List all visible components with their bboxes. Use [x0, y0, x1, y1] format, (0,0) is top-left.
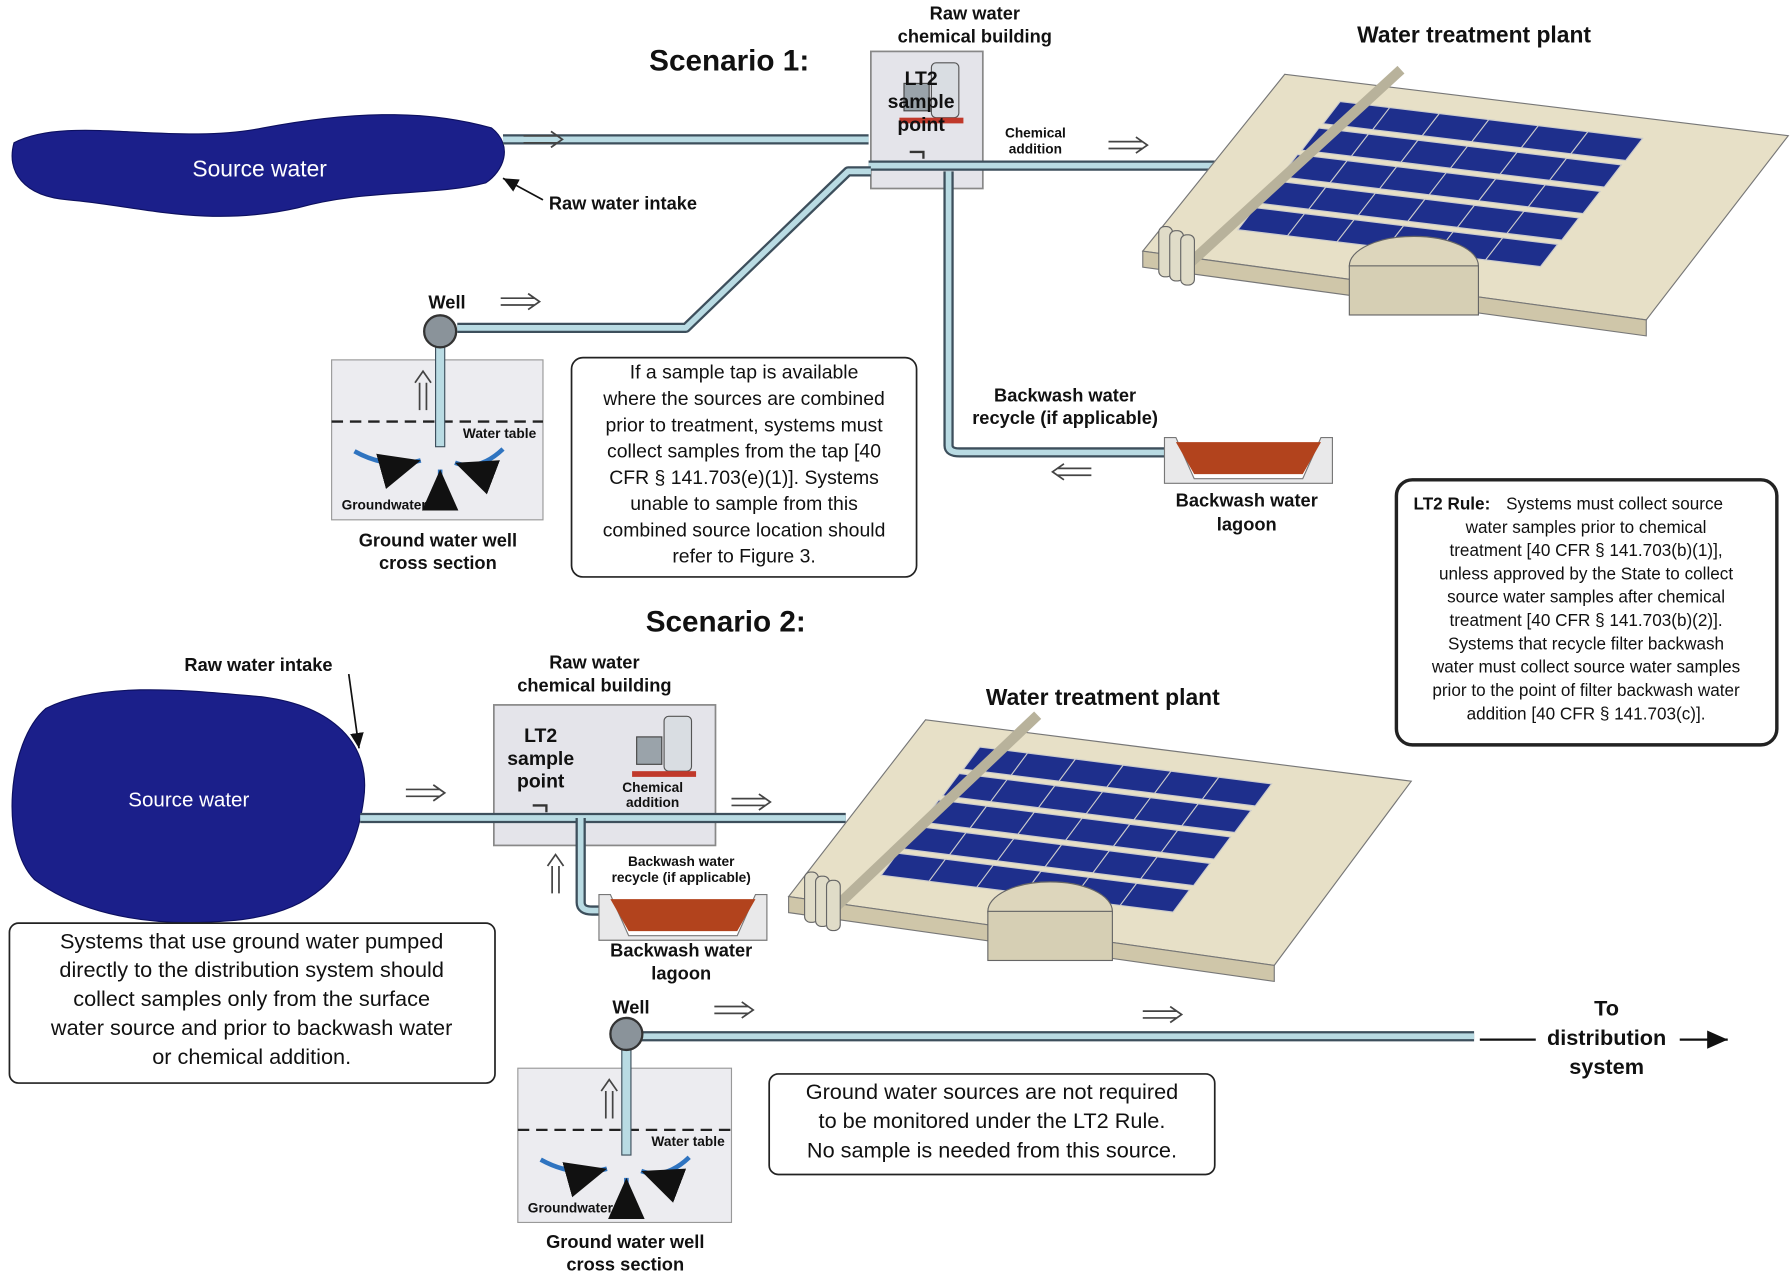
raw-water-intake-label: Raw water intake: [184, 654, 332, 675]
chemical-addition-label: addition: [1009, 141, 1062, 156]
note-text: collect samples from the tap [40: [607, 441, 881, 463]
sample-point-label: LT2: [524, 725, 557, 747]
sample-point-label: sample: [888, 91, 955, 113]
rule-label: LT2 Rule:: [1414, 494, 1491, 514]
clearwell-wall: [988, 911, 1113, 960]
distribution-label: system: [1569, 1054, 1644, 1079]
rule-text: Systems that recycle filter backwash: [1448, 633, 1724, 653]
sample-point-label: sample: [507, 748, 574, 770]
groundwater-label: Groundwater: [528, 1200, 614, 1215]
rule-text: prior to the point of filter backwash wa…: [1432, 680, 1740, 700]
chemical-addition-label: Chemical: [1005, 125, 1066, 140]
note-text: CFR § 141.703(e)(1)]. Systems: [609, 467, 879, 489]
note-text: or chemical addition.: [152, 1044, 351, 1069]
tank: [664, 716, 691, 771]
note-text: where the sources are combined: [602, 388, 885, 410]
sample-point-label: point: [897, 114, 945, 136]
sample-point-label: point: [517, 771, 565, 793]
well-section-label: Ground water well: [359, 529, 517, 550]
backwash-recycle-label: recycle (if applicable): [972, 407, 1158, 428]
chemical-building-label: Raw water: [930, 3, 1020, 24]
lagoon-water: [1176, 442, 1321, 474]
backwash-recycle-label: recycle (if applicable): [612, 870, 751, 885]
groundwater-label: Groundwater: [342, 498, 428, 513]
lagoon-label: Backwash water: [610, 940, 752, 961]
note-text: prior to treatment, systems must: [605, 414, 883, 436]
rule-text: water samples prior to chemical: [1465, 517, 1707, 537]
note-text: collect samples only from the surface: [73, 986, 430, 1011]
rule-text: source water samples after chemical: [1447, 587, 1725, 607]
diagram: Scenario 1: Source water Raw water intake R…: [0, 0, 1792, 1275]
water-table-label: Water table: [651, 1134, 725, 1149]
rule-text: treatment [40 CFR § 141.703(b)(1)],: [1449, 540, 1722, 560]
well-label: Well: [428, 292, 465, 313]
rule-text: treatment [40 CFR § 141.703(b)(2)].: [1449, 610, 1722, 630]
scenario-title: Scenario 2:: [646, 606, 806, 639]
plant-label: Water treatment plant: [1357, 22, 1591, 48]
well-section-label: Ground water well: [546, 1231, 704, 1252]
rule-text: addition [40 CFR § 141.703(c)].: [1467, 703, 1706, 723]
lagoon-label: lagoon: [1217, 513, 1277, 534]
rule-text: unless approved by the State to collect: [1439, 563, 1733, 583]
note-text: unable to sample from this: [630, 493, 858, 515]
rule-text: Systems must collect source: [1506, 494, 1723, 514]
distribution-label: distribution: [1547, 1025, 1666, 1050]
well-section-label: cross section: [379, 552, 497, 573]
pump: [610, 1018, 642, 1050]
note-text: combined source location should: [603, 519, 886, 541]
clearwell-wall: [1349, 266, 1478, 315]
chemical-building-label: chemical building: [898, 26, 1052, 47]
chemical-building-label: Raw water: [549, 652, 639, 673]
well-casing: [622, 1045, 631, 1155]
distribution-label: To: [1594, 996, 1619, 1021]
pump: [424, 315, 456, 347]
scenario-title: Scenario 1:: [649, 45, 809, 78]
backwash-recycle-label: Backwash water: [628, 854, 735, 869]
sample-point-label: LT2: [905, 68, 938, 90]
lagoon-water: [610, 899, 755, 931]
note-text: to be monitored under the LT2 Rule.: [819, 1108, 1166, 1133]
well-label: Well: [612, 997, 649, 1018]
pump-unit: [637, 737, 662, 764]
lagoon-label: lagoon: [651, 962, 711, 983]
note-text: If a sample tap is available: [630, 362, 859, 384]
note-text: Ground water sources are not required: [806, 1079, 1178, 1104]
platform: [632, 771, 696, 777]
source-water-label: Source water: [192, 155, 327, 181]
rule-text: water must collect source water samples: [1431, 657, 1740, 677]
backwash-recycle-label: Backwash water: [994, 384, 1136, 405]
water-table-label: Water table: [463, 426, 537, 441]
raw-water-intake-label: Raw water intake: [549, 192, 697, 213]
chemical-building-label: chemical building: [517, 674, 671, 695]
plant-label: Water treatment plant: [986, 684, 1220, 710]
source-water-label: Source water: [128, 788, 249, 811]
note-text: water source and prior to backwash water: [50, 1015, 452, 1040]
note-text: Systems that use ground water pumped: [60, 928, 443, 953]
tank: [1181, 235, 1195, 285]
chemical-addition-label: addition: [626, 795, 679, 810]
note-text: directly to the distribution system shou…: [59, 957, 444, 982]
note-text: refer to Figure 3.: [672, 546, 815, 568]
well-section-label: cross section: [566, 1254, 684, 1275]
tank: [827, 880, 841, 930]
note-text: No sample is needed from this source.: [807, 1137, 1177, 1162]
well-casing: [436, 343, 445, 447]
lagoon-label: Backwash water: [1176, 489, 1318, 510]
chemical-addition-label: Chemical: [622, 780, 683, 795]
